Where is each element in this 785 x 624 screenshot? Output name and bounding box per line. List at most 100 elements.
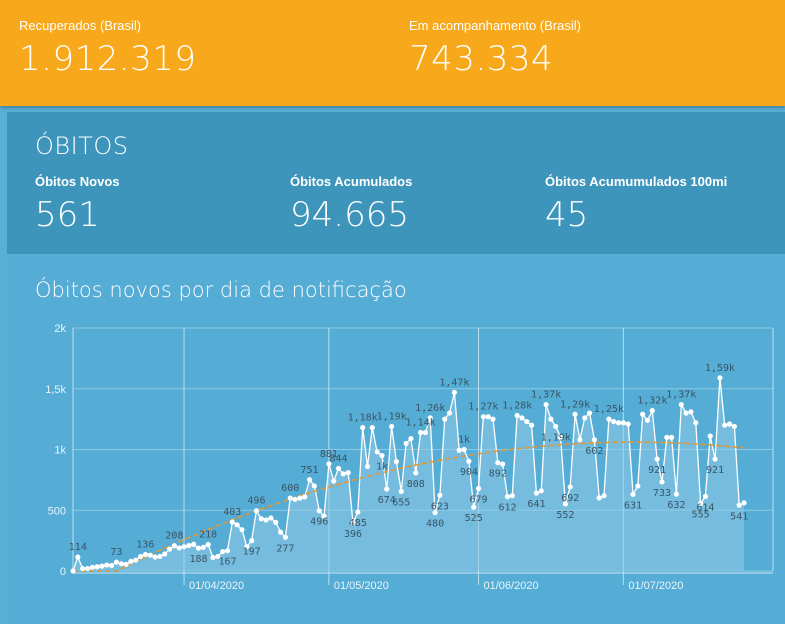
data-point[interactable]	[229, 519, 235, 525]
data-point[interactable]	[557, 434, 564, 440]
data-point[interactable]	[142, 551, 149, 558]
data-point[interactable]	[591, 437, 597, 443]
data-point[interactable]	[432, 510, 438, 516]
data-point[interactable]	[625, 421, 631, 427]
data-point[interactable]	[702, 493, 709, 499]
data-point[interactable]	[630, 491, 636, 497]
data-point[interactable]	[200, 544, 206, 550]
data-point[interactable]	[292, 496, 298, 502]
data-point[interactable]	[70, 568, 76, 574]
data-point[interactable]	[475, 485, 482, 492]
data-point[interactable]	[258, 516, 264, 522]
data-point[interactable]	[306, 477, 313, 483]
data-point[interactable]	[249, 538, 255, 544]
data-point[interactable]	[244, 544, 250, 550]
data-point[interactable]	[277, 529, 284, 535]
data-point[interactable]	[379, 452, 385, 459]
data-point[interactable]	[422, 429, 429, 436]
data-point[interactable]	[393, 459, 400, 465]
data-point[interactable]	[186, 542, 192, 549]
data-point[interactable]	[504, 494, 511, 500]
data-point[interactable]	[731, 423, 737, 430]
data-point[interactable]	[297, 495, 303, 501]
data-point[interactable]	[157, 553, 163, 560]
data-point[interactable]	[191, 541, 197, 547]
data-point[interactable]	[543, 401, 549, 408]
data-point[interactable]	[321, 513, 327, 519]
data-point[interactable]	[620, 420, 626, 426]
data-point[interactable]	[654, 456, 660, 462]
data-point[interactable]	[340, 471, 346, 477]
data-point[interactable]	[335, 465, 342, 472]
data-point[interactable]	[519, 415, 525, 421]
data-point[interactable]	[220, 548, 226, 555]
data-point[interactable]	[89, 564, 95, 570]
data-point[interactable]	[572, 411, 578, 417]
data-point[interactable]	[215, 553, 221, 560]
data-point[interactable]	[712, 456, 718, 462]
data-point[interactable]	[398, 488, 404, 495]
data-point[interactable]	[736, 502, 742, 508]
data-point[interactable]	[147, 552, 153, 558]
data-point[interactable]	[364, 463, 371, 470]
data-point[interactable]	[538, 488, 544, 494]
data-point[interactable]	[442, 416, 448, 422]
data-point[interactable]	[529, 422, 535, 428]
data-point[interactable]	[287, 495, 293, 501]
data-point[interactable]	[369, 425, 375, 431]
data-point[interactable]	[316, 508, 322, 514]
data-point[interactable]	[673, 491, 680, 497]
data-point[interactable]	[640, 411, 646, 417]
data-point[interactable]	[374, 449, 380, 455]
data-point[interactable]	[596, 495, 602, 501]
data-point[interactable]	[263, 517, 269, 523]
data-point[interactable]	[210, 555, 216, 561]
data-point[interactable]	[606, 416, 612, 422]
data-point[interactable]	[514, 412, 520, 419]
data-point[interactable]	[326, 461, 332, 467]
data-point[interactable]	[166, 546, 173, 552]
data-point[interactable]	[490, 416, 496, 422]
data-point[interactable]	[722, 422, 728, 428]
data-point[interactable]	[582, 415, 588, 421]
data-point[interactable]	[152, 554, 158, 560]
data-point[interactable]	[181, 544, 187, 550]
data-point[interactable]	[500, 461, 506, 467]
data-point[interactable]	[75, 554, 81, 560]
data-point[interactable]	[586, 410, 593, 416]
data-point[interactable]	[239, 527, 245, 533]
data-point[interactable]	[635, 483, 641, 489]
data-point[interactable]	[109, 562, 115, 569]
data-point[interactable]	[389, 423, 395, 430]
data-point[interactable]	[302, 494, 308, 500]
data-point[interactable]	[524, 418, 530, 425]
data-point[interactable]	[133, 557, 139, 563]
data-point[interactable]	[577, 437, 583, 443]
data-point[interactable]	[644, 417, 651, 423]
data-point[interactable]	[345, 469, 351, 476]
data-point[interactable]	[688, 409, 694, 415]
data-point[interactable]	[282, 534, 289, 540]
data-point[interactable]	[162, 551, 168, 557]
data-point[interactable]	[495, 460, 501, 466]
data-point[interactable]	[137, 553, 144, 560]
data-point[interactable]	[562, 501, 569, 507]
data-point[interactable]	[94, 564, 100, 570]
data-point[interactable]	[384, 486, 390, 492]
data-point[interactable]	[567, 484, 573, 490]
data-point[interactable]	[664, 434, 670, 440]
data-point[interactable]	[693, 420, 699, 426]
data-point[interactable]	[176, 545, 182, 551]
data-point[interactable]	[683, 410, 689, 416]
data-point[interactable]	[480, 414, 486, 420]
data-point[interactable]	[113, 559, 120, 565]
data-point[interactable]	[669, 434, 675, 440]
data-point[interactable]	[461, 446, 467, 453]
data-point[interactable]	[253, 508, 260, 514]
data-point[interactable]	[615, 420, 622, 426]
data-point[interactable]	[273, 519, 279, 525]
data-point[interactable]	[205, 541, 211, 548]
data-point[interactable]	[268, 515, 274, 521]
data-point[interactable]	[360, 425, 366, 431]
data-point[interactable]	[726, 421, 733, 427]
